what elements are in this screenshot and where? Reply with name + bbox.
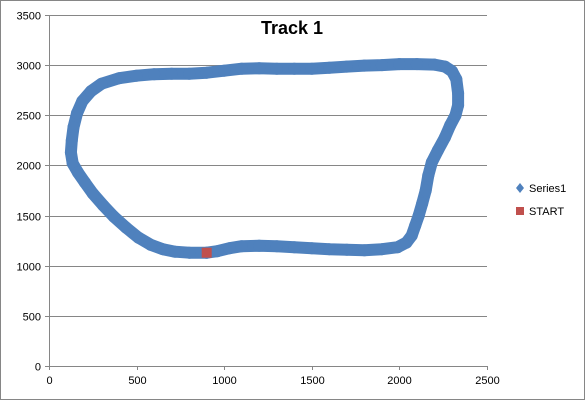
- x-tick-labels: 0 500 1000 1500 2000 2500: [46, 375, 499, 387]
- data-point: [156, 243, 169, 256]
- data-point: [113, 72, 126, 85]
- data-point: [412, 209, 425, 222]
- data-point: [183, 246, 196, 259]
- data-point: [253, 62, 266, 75]
- data-point: [270, 62, 283, 75]
- x-tick-label: 500: [128, 375, 146, 387]
- data-point: [130, 69, 143, 82]
- data-point: [86, 187, 99, 200]
- data-point: [288, 62, 301, 75]
- x-tick-label: 2000: [387, 375, 411, 387]
- data-point: [358, 59, 371, 72]
- data-point: [358, 244, 371, 257]
- data-point: [144, 238, 157, 251]
- data-point: [444, 119, 457, 132]
- x-tick-label: 1500: [300, 375, 324, 387]
- data-point: [235, 240, 248, 253]
- series-series1: [64, 58, 465, 259]
- data-point: [66, 157, 79, 170]
- data-point: [165, 67, 178, 80]
- data-point: [419, 184, 432, 197]
- x-tick-label: 2500: [475, 375, 499, 387]
- y-tick-label: 2000: [17, 161, 41, 173]
- data-point: [422, 169, 435, 182]
- data-point: [71, 166, 84, 179]
- series-start: [201, 247, 212, 258]
- data-point: [416, 197, 429, 210]
- data-point: [169, 245, 182, 258]
- data-point: [120, 221, 133, 234]
- data-point: [218, 64, 231, 77]
- legend-item-start: START: [516, 206, 564, 218]
- data-point: [235, 62, 248, 75]
- data-point: [375, 243, 388, 256]
- y-tick-label: 500: [23, 312, 41, 324]
- data-point: [71, 107, 83, 120]
- data-point: [305, 62, 318, 75]
- data-point: [439, 60, 451, 73]
- data-point: [449, 109, 462, 122]
- data-point: [97, 199, 110, 212]
- data-point: [78, 176, 91, 189]
- data-point: [223, 242, 236, 255]
- data-point: [85, 85, 97, 98]
- data-point: [67, 121, 80, 134]
- data-point: [323, 243, 336, 256]
- axes: [45, 15, 488, 370]
- x-tick-label: 0: [46, 375, 52, 387]
- y-tick-labels: 0 500 1000 1500 2000 2500 3000 3500: [17, 11, 41, 374]
- y-tick-label: 0: [35, 362, 41, 374]
- data-point: [76, 95, 89, 108]
- data-point: [405, 229, 418, 242]
- legend-diamond-icon: [516, 183, 524, 193]
- data-point: [410, 58, 423, 71]
- data-point: [452, 87, 465, 100]
- data-point: [65, 134, 78, 147]
- data-point: [211, 245, 224, 258]
- data-point: [409, 219, 422, 232]
- legend-label: Series1: [529, 183, 566, 195]
- data-point: [431, 144, 444, 157]
- data-point: [132, 231, 145, 244]
- data-point: [340, 60, 353, 73]
- data-point: [253, 239, 266, 252]
- data-point: [323, 61, 336, 74]
- data-point: [200, 66, 213, 79]
- data-point: [439, 131, 451, 144]
- data-point: [375, 59, 388, 72]
- x-tick-label: 1000: [212, 375, 236, 387]
- legend: Series1 START: [516, 183, 566, 218]
- legend-square-icon: [516, 207, 524, 215]
- data-point: [305, 242, 318, 255]
- y-tick-label: 3000: [17, 61, 41, 73]
- legend-item-series1: Series1: [516, 183, 566, 195]
- data-point: [107, 210, 120, 223]
- data-point: [340, 243, 353, 256]
- data-point: [64, 146, 77, 159]
- data-point: [288, 241, 301, 254]
- y-tick-label: 1500: [17, 212, 41, 224]
- data-point: [393, 58, 406, 71]
- plot-series: [64, 58, 465, 259]
- y-tick-label: 2500: [17, 111, 41, 123]
- data-point: [95, 77, 108, 90]
- data-point: [270, 240, 283, 253]
- data-point: [391, 241, 404, 254]
- y-tick-label: 3500: [17, 11, 41, 23]
- start-marker: [201, 247, 212, 258]
- y-tick-label: 1000: [17, 262, 41, 274]
- data-point: [452, 99, 465, 112]
- data-point: [183, 67, 196, 80]
- data-point: [428, 58, 441, 71]
- chart-title: Track 1: [261, 18, 323, 38]
- legend-label: START: [529, 206, 564, 218]
- data-point: [148, 68, 161, 81]
- data-point: [425, 156, 438, 169]
